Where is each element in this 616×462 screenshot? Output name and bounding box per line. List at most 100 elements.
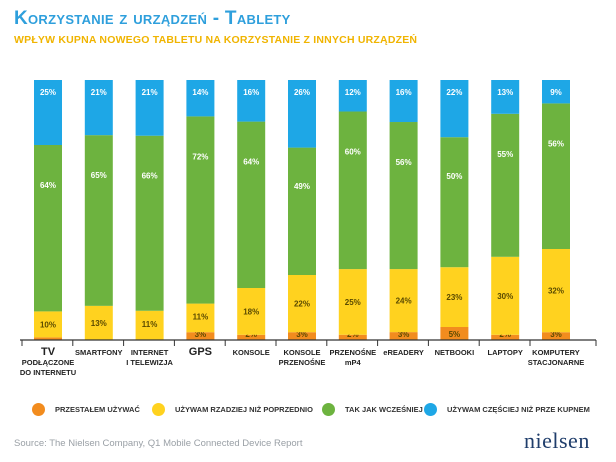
bar-segment-less: [186, 303, 215, 333]
bar-segment-same: [84, 135, 113, 306]
category-label: eREADERY: [383, 348, 424, 357]
data-label-less: 10%: [40, 320, 56, 329]
data-label-stopped: 5%: [449, 330, 461, 339]
bar-segment-same: [542, 103, 570, 250]
data-label-same: 56%: [548, 139, 564, 148]
category-label: PRZENOŚNE: [329, 348, 376, 357]
bar-segment-same: [338, 111, 367, 270]
bar-segment-more: [237, 80, 266, 122]
category-label: KONSOLE: [283, 348, 320, 357]
bar-segment-stopped: [542, 332, 570, 340]
data-label-less: 30%: [497, 292, 513, 301]
data-label-same: 64%: [40, 181, 56, 190]
bar-segment-less: [389, 269, 418, 333]
bar-segment-less: [542, 249, 570, 333]
bar-segment-same: [491, 113, 520, 257]
data-label-more: 16%: [243, 88, 259, 97]
bar-segment-less: [34, 311, 62, 338]
bar-segment-more: [84, 80, 113, 136]
data-label-less: 32%: [548, 287, 564, 296]
category-label: PRZENOŚNE: [279, 358, 326, 367]
data-label-less: 25%: [345, 298, 361, 307]
bar-segment-more: [338, 80, 367, 112]
data-label-stopped: 3%: [296, 330, 308, 339]
data-label-less: 13%: [91, 319, 107, 328]
category-label: KOMPUTERY: [532, 348, 580, 357]
chart-title: Korzystanie z urządzeń - Tablety: [14, 8, 291, 29]
bar-segment-stopped: [440, 327, 469, 340]
data-label-more: 14%: [192, 88, 208, 97]
bar-segment-stopped: [338, 334, 367, 340]
data-label-stopped: 3%: [550, 330, 562, 339]
legend-label-less: UŻYWAM RZADZIEJ NIŻ POPRZEDNIO: [175, 405, 313, 414]
bar-segment-more: [491, 80, 520, 114]
bar-segment-same: [135, 135, 164, 311]
category-label: TV: [41, 346, 56, 358]
category-label: I TELEWIZJA: [126, 358, 173, 367]
bar-segment-stopped: [491, 334, 520, 340]
data-label-same: 56%: [396, 158, 412, 167]
bar-segment-same: [389, 122, 418, 270]
data-label-same: 72%: [192, 152, 208, 161]
data-label-same: 50%: [446, 172, 462, 181]
data-label-less: 18%: [243, 307, 259, 316]
chart-subtitle: WPŁYW KUPNA NOWEGO TABLETU NA KORZYSTANI…: [14, 34, 418, 46]
category-label: mP4: [345, 358, 362, 367]
data-label-stopped: 3%: [398, 330, 410, 339]
bar-segment-more: [440, 80, 469, 138]
data-label-same: 66%: [142, 172, 158, 181]
bar-segment-more: [135, 80, 164, 136]
data-label-less: 22%: [294, 300, 310, 309]
bar-segment-less: [135, 310, 164, 340]
bar-segment-same: [288, 147, 316, 275]
bar-segment-less: [338, 269, 367, 335]
data-label-more: 22%: [446, 88, 462, 97]
legend-item-stopped: PRZESTAŁEM UŻYWAĆ: [32, 403, 140, 416]
legend-label-more: UŻYWAM CZĘŚCIEJ NIŻ PRZE KUPNEM: [447, 405, 590, 414]
bar-segment-same: [440, 137, 469, 268]
bar-segment-less: [288, 275, 316, 333]
category-label: DO INTERNETU: [20, 368, 76, 377]
bar-segment-less: [440, 267, 469, 327]
bar-segment-stopped: [288, 332, 316, 340]
data-label-more: 12%: [345, 88, 361, 97]
data-label-less: 23%: [446, 293, 462, 302]
data-label-more: 13%: [497, 88, 513, 97]
legend-swatch-stopped: [32, 403, 45, 416]
bar-segment-stopped: [186, 332, 215, 340]
legend-label-same: TAK JAK WCZEŚNIEJ: [345, 405, 423, 414]
bar-segment-same: [237, 121, 266, 288]
data-label-more: 25%: [40, 88, 56, 97]
legend-swatch-same: [322, 403, 335, 416]
data-label-less: 11%: [193, 313, 209, 322]
bar-segment-more: [288, 80, 316, 148]
category-label: GPS: [189, 346, 212, 358]
data-label-less: 11%: [142, 320, 158, 329]
bar-segment-less: [491, 256, 520, 335]
legend-item-same: TAK JAK WCZEŚNIEJ: [322, 403, 423, 416]
data-label-more: 16%: [396, 88, 412, 97]
bar-segment-more: [34, 80, 62, 145]
category-label: SMARTFONY: [75, 348, 123, 357]
source-note: Source: The Nielsen Company, Q1 Mobile C…: [14, 438, 303, 449]
data-label-more: 21%: [91, 88, 107, 97]
data-label-more: 9%: [550, 88, 562, 97]
bar-segment-more: [542, 80, 570, 104]
legend-swatch-more: [424, 403, 437, 416]
bar-segment-less: [237, 288, 266, 335]
nielsen-logo: nielsen: [524, 428, 590, 453]
category-label: LAPTOPY: [488, 348, 523, 357]
category-label: PODŁĄCZONE: [22, 358, 75, 367]
legend-item-more: UŻYWAM CZĘŚCIEJ NIŻ PRZE KUPNEM: [424, 403, 590, 416]
data-label-same: 65%: [91, 171, 107, 180]
data-label-stopped: 3%: [195, 330, 207, 339]
data-label-same: 64%: [243, 158, 259, 167]
category-label: NETBOOKI: [435, 348, 475, 357]
data-label-more: 21%: [142, 88, 158, 97]
data-label-same: 60%: [345, 148, 361, 157]
bar-segment-more: [186, 80, 215, 117]
legend-label-stopped: PRZESTAŁEM UŻYWAĆ: [55, 405, 140, 414]
category-label: STACJONARNE: [528, 358, 585, 367]
data-label-more: 26%: [294, 88, 310, 97]
